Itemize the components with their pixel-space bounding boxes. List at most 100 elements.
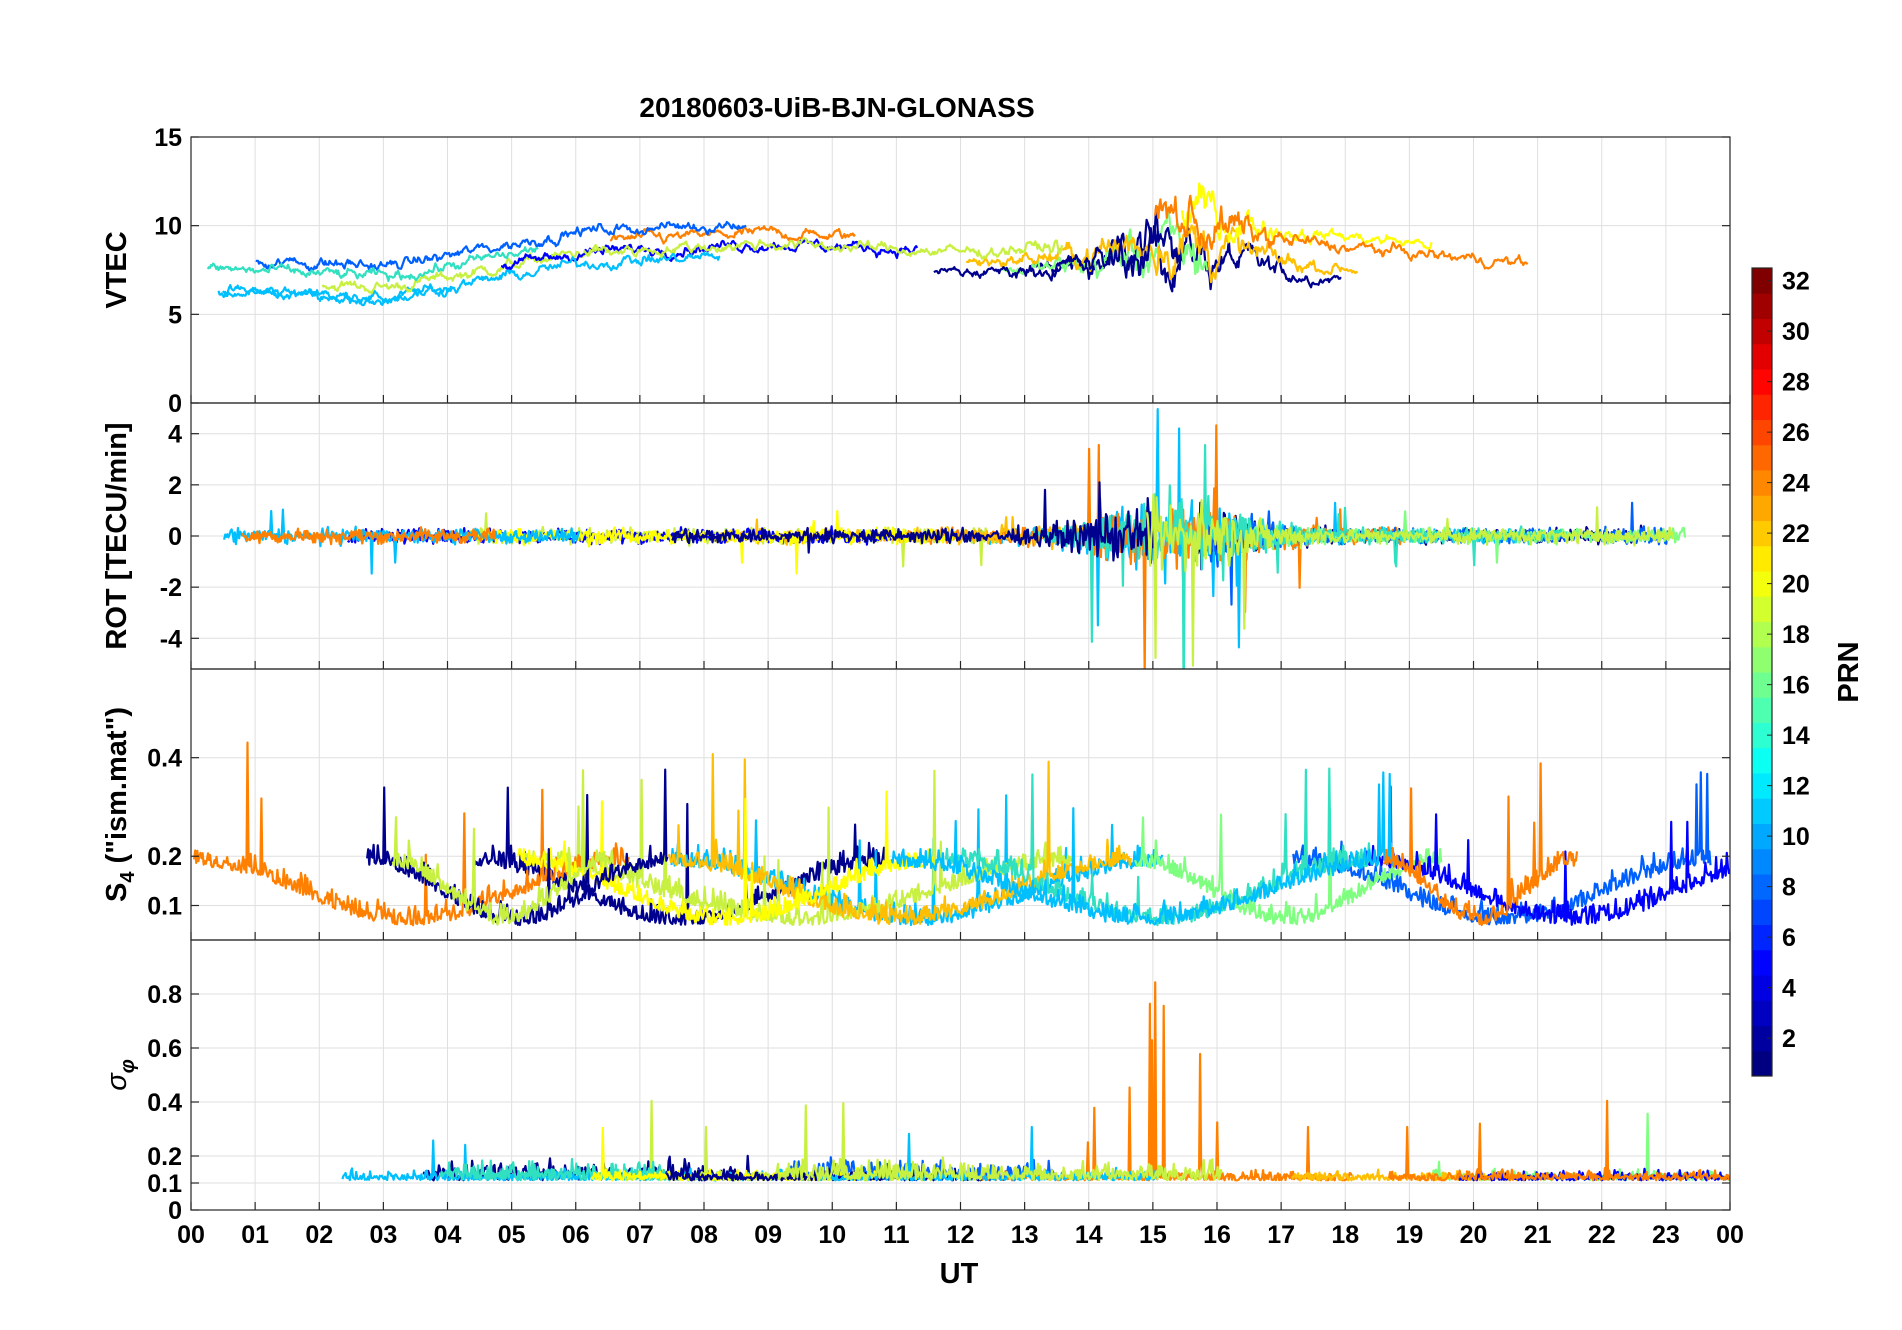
- series-line: [890, 771, 1400, 926]
- x-tick-label: 08: [690, 1221, 718, 1249]
- x-tick-label: 05: [498, 1221, 526, 1249]
- colorbar-segment: [1752, 823, 1772, 850]
- x-axis: 00 01 02 03 04 05 06 07 08 09 10 11 12 13 14 15 16 17 18 19…: [177, 395, 1744, 1249]
- colorbar-segment: [1752, 318, 1772, 345]
- y-tick-label: 0.2: [147, 843, 182, 871]
- series-line: [241, 526, 496, 546]
- x-tick-label: 20: [1460, 1221, 1488, 1249]
- x-tick-label: 03: [369, 1221, 397, 1249]
- y-tick-label: 0: [168, 390, 182, 418]
- colorbar-segment: [1752, 1000, 1772, 1026]
- y-tick-label: 0.4: [147, 745, 182, 773]
- series-line: [933, 206, 1181, 282]
- series-line: [255, 220, 747, 272]
- series-line: [193, 741, 630, 927]
- y-tick-label: 0.2: [147, 1143, 182, 1171]
- colorbar-segment: [1752, 369, 1772, 395]
- colorbar-frame: [1751, 267, 1773, 1077]
- x-tick-label: 13: [1011, 1221, 1039, 1249]
- x-tick-label: 11: [883, 1221, 910, 1249]
- y-axis-vtec: 0 5 10 15 VTEC: [101, 124, 1730, 418]
- y-tick-label: 0.1: [147, 1170, 182, 1198]
- colorbar-tick-label: 4: [1782, 975, 1796, 1003]
- colorbar-segment: [1752, 293, 1772, 319]
- x-tick-label: 21: [1524, 1221, 1552, 1249]
- x-axis-label: UT: [940, 1258, 979, 1290]
- y-tick-label: 0.4: [147, 1089, 182, 1117]
- series-line: [206, 246, 539, 282]
- traces-vtec: [206, 182, 1529, 307]
- y-tick-label: 4: [168, 421, 182, 449]
- series-line: [321, 243, 612, 295]
- colorbar-segment: [1752, 419, 1772, 446]
- y-axis-s4: 0.1 0.2 0.4 S4 ("ism.mat"): [101, 707, 1730, 921]
- y-axis-label-rot: ROT [TECU/min]: [101, 422, 133, 649]
- colorbar-segment: [1752, 621, 1772, 648]
- colorbar-segment: [1752, 1050, 1772, 1077]
- y-tick-label: 0.6: [147, 1035, 182, 1063]
- y-tick-label: 10: [154, 213, 182, 241]
- colorbar-tick-label: 32: [1782, 268, 1810, 296]
- colorbar-segment: [1752, 571, 1772, 597]
- x-tick-label: 06: [562, 1221, 590, 1249]
- colorbar-segment: [1752, 874, 1772, 900]
- colorbar-segment: [1752, 773, 1772, 799]
- series-line: [1387, 1099, 1730, 1182]
- colorbar-segment: [1752, 672, 1772, 698]
- colorbar-tick-label: 8: [1782, 874, 1796, 902]
- y-tick-label: 15: [154, 124, 182, 152]
- x-tick-label: 22: [1588, 1221, 1616, 1249]
- colorbar-tick-label: 6: [1782, 924, 1796, 952]
- colorbar-segment: [1752, 545, 1772, 572]
- colorbar-segment: [1752, 596, 1772, 622]
- panel-vtec: [190, 136, 1731, 404]
- colorbar-segment: [1752, 949, 1772, 976]
- y-tick-label: 0.8: [147, 981, 182, 1009]
- colorbar-tick-label: 20: [1782, 571, 1810, 599]
- colorbar-tick-label: 18: [1782, 621, 1810, 649]
- colorbar-tick-label: 12: [1782, 773, 1810, 801]
- colorbar-segment: [1752, 924, 1772, 951]
- y-axis-label-s4: S4 ("ism.mat"): [101, 707, 139, 902]
- x-tick-label: 01: [241, 1221, 269, 1249]
- y-axis-sigma_phi: 00.10.2 0.4 0.6 0.8 σφ: [101, 981, 1730, 1225]
- colorbar-tick-label: 10: [1782, 823, 1810, 851]
- y-tick-label: -2: [160, 574, 182, 602]
- x-tick-label: 00: [1716, 1221, 1744, 1249]
- x-tick-label: 16: [1203, 1221, 1231, 1249]
- colorbar-tick-label: 14: [1782, 722, 1810, 750]
- colorbar-segment: [1752, 697, 1772, 723]
- colorbar-tick-label: 28: [1782, 369, 1810, 397]
- colorbar-segment: [1752, 975, 1772, 1001]
- traces-rot: [223, 408, 1687, 669]
- traces-s4: [193, 741, 1730, 927]
- y-tick-label: 5: [168, 301, 182, 329]
- colorbar-segment: [1752, 899, 1772, 925]
- series-line: [1364, 813, 1730, 926]
- colorbar-tick-label: 26: [1782, 419, 1810, 447]
- series-line: [524, 769, 1073, 927]
- colorbar-tick-label: 24: [1782, 470, 1810, 498]
- x-tick-label: 23: [1652, 1221, 1680, 1249]
- series-line: [965, 221, 1359, 284]
- series-line: [1145, 493, 1675, 667]
- colorbar-tick-label: 30: [1782, 318, 1810, 346]
- colorbar-segment: [1752, 798, 1772, 824]
- colorbar-segment: [1752, 747, 1772, 774]
- series-line: [391, 769, 614, 926]
- y-tick-label: 0: [168, 1197, 182, 1225]
- colorbar-segment: [1752, 394, 1772, 420]
- x-tick-label: 10: [818, 1221, 846, 1249]
- y-tick-label: 0.1: [147, 893, 182, 921]
- series-line: [774, 1102, 1223, 1182]
- series-line: [583, 237, 1064, 260]
- x-tick-label: 19: [1395, 1221, 1423, 1249]
- colorbar-segment: [1752, 646, 1772, 673]
- series-line: [1382, 762, 1579, 927]
- colorbar-label: PRN: [1833, 641, 1865, 702]
- colorbar-segment: [1752, 470, 1772, 496]
- y-tick-label: -4: [160, 625, 182, 653]
- y-axis-label-sigma_phi: σφ: [101, 1059, 139, 1091]
- x-tick-label: 07: [626, 1221, 654, 1249]
